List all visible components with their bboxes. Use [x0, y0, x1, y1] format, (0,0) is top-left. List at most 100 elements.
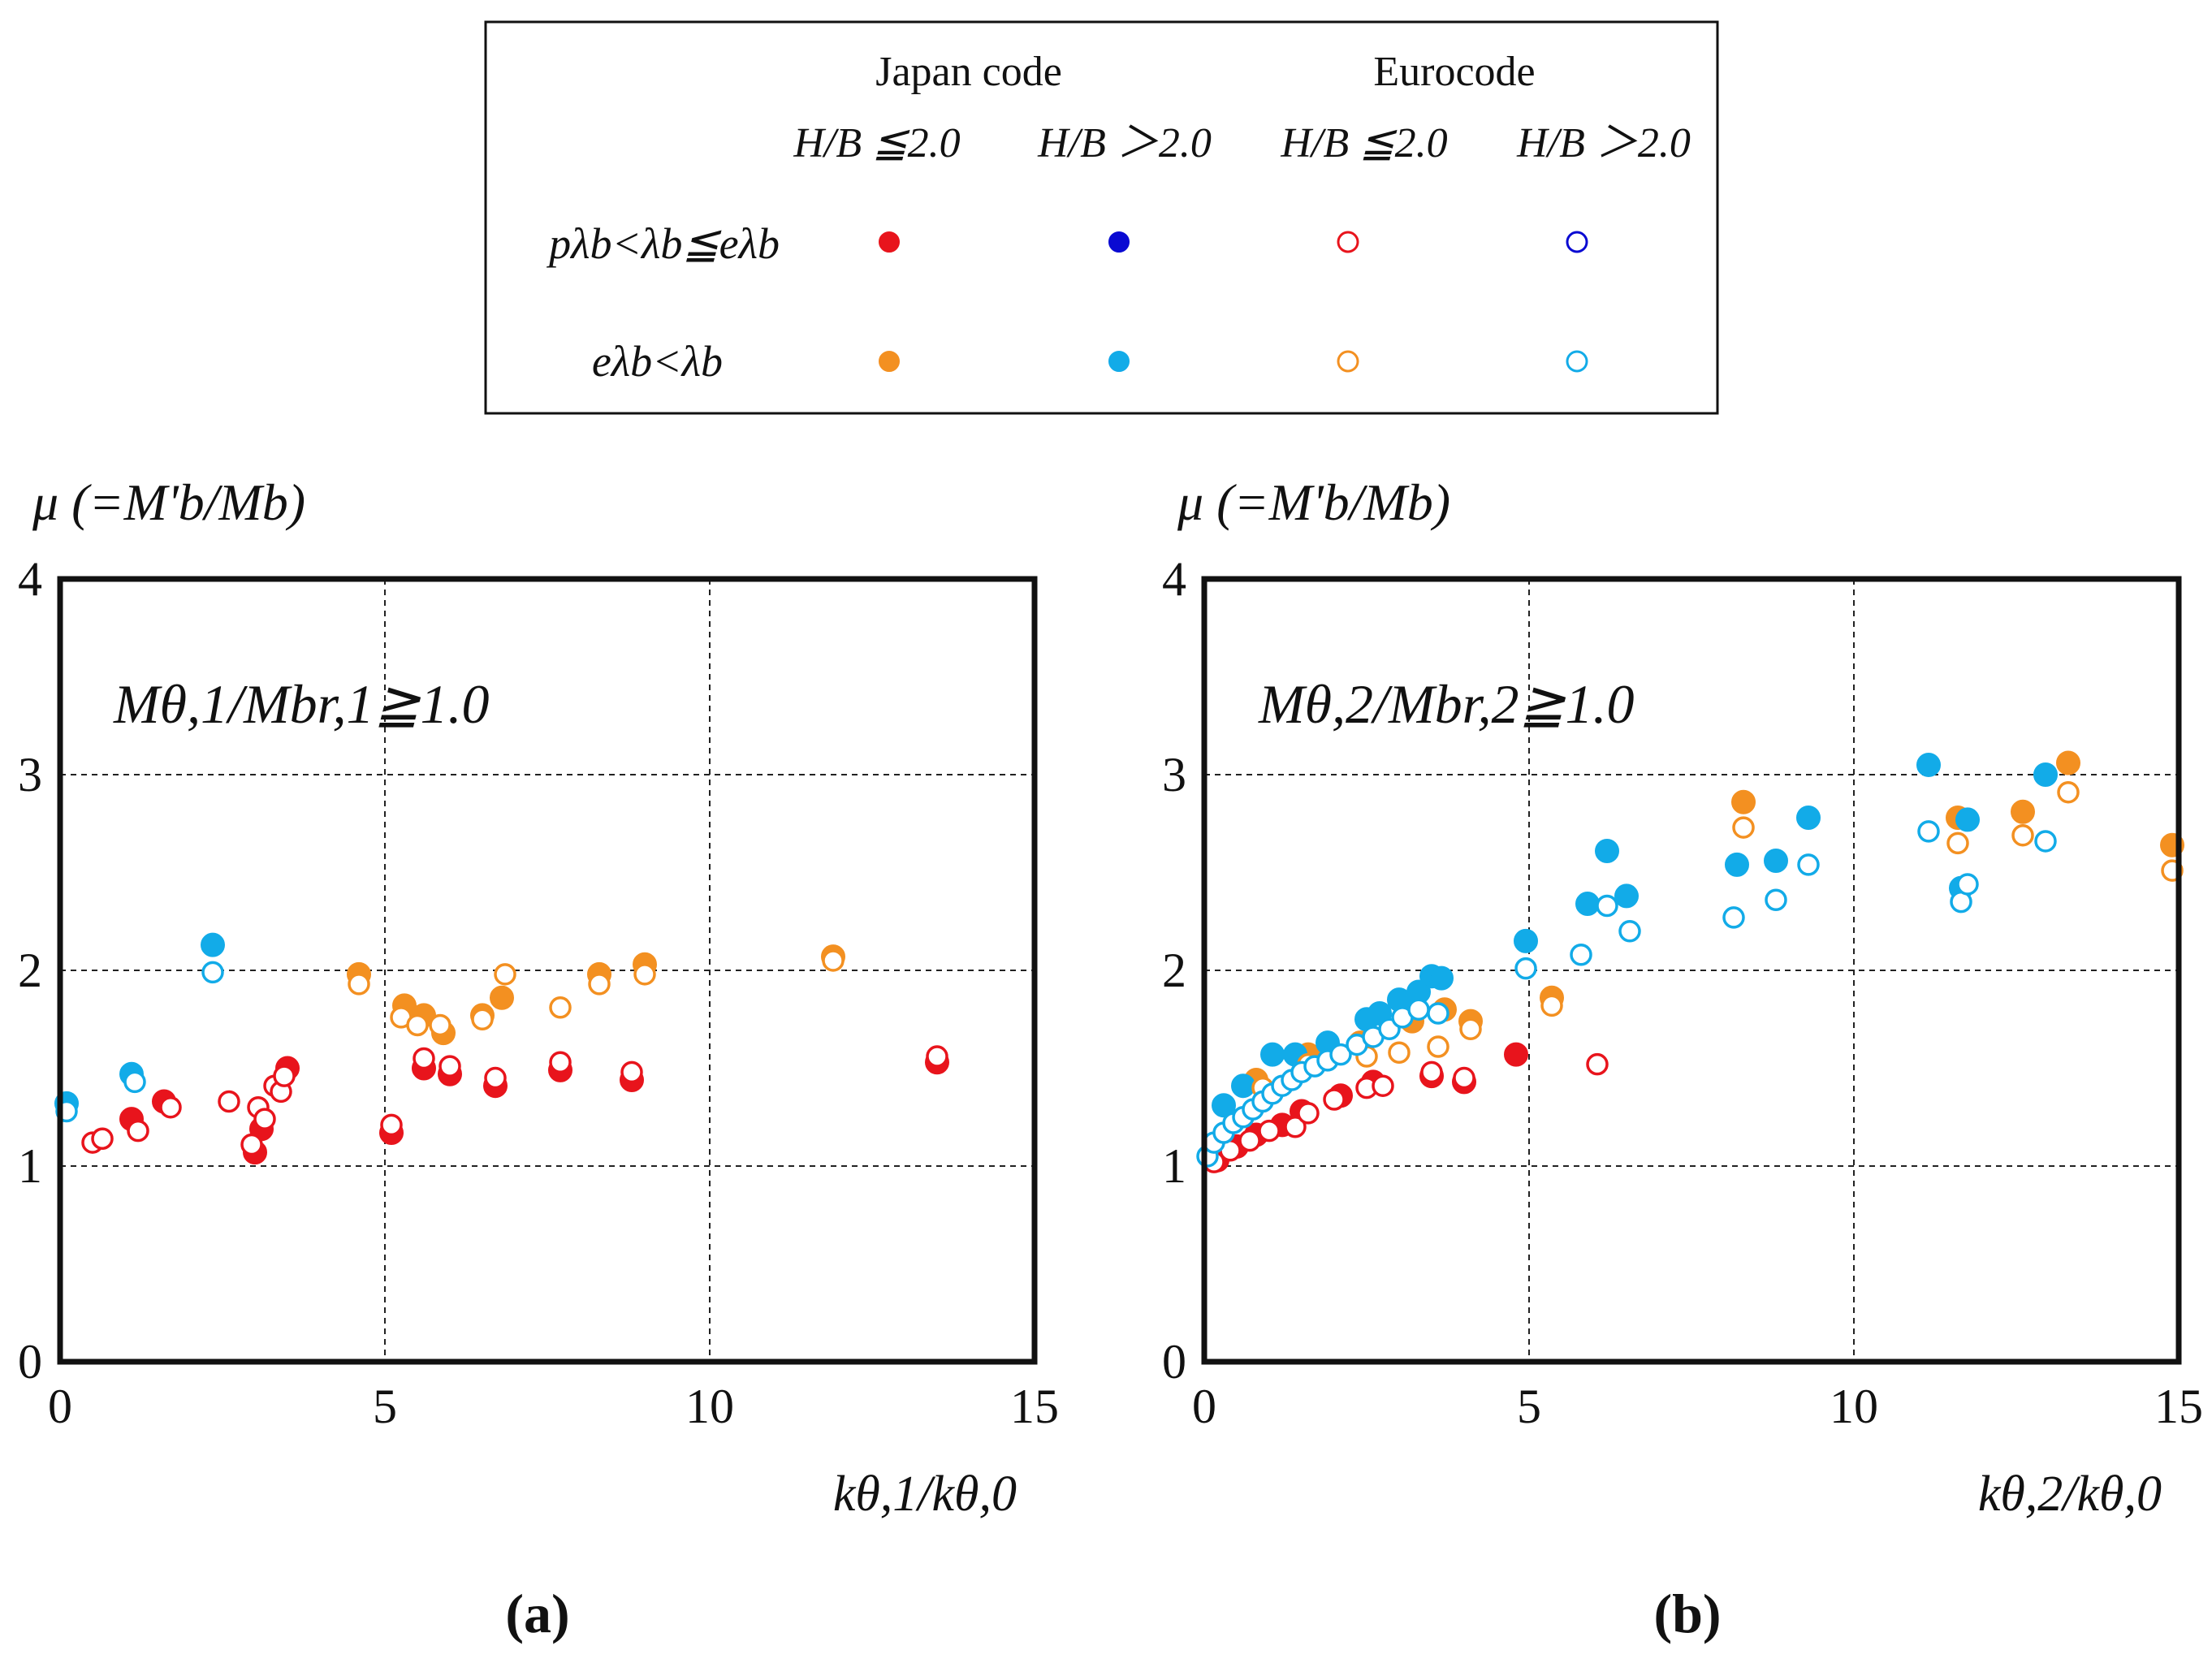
legend-marker — [879, 231, 900, 253]
data-point — [253, 1108, 276, 1130]
data-point — [159, 1095, 182, 1119]
y-tick-label: 3 — [1162, 748, 1186, 801]
data-point — [406, 1013, 429, 1037]
data-point — [1586, 1052, 1609, 1076]
data-point — [1731, 789, 1756, 814]
data-point — [549, 1051, 572, 1074]
panel-a-x-label: kθ,1/kθ,0 — [833, 1466, 1017, 1522]
legend-marker — [1108, 231, 1130, 253]
data-point — [1453, 1066, 1475, 1090]
y-tick-label: 2 — [1162, 944, 1186, 997]
legend-col-japan-gt: H/B ＞2.0 — [1037, 120, 1212, 166]
data-point — [822, 949, 845, 972]
data-point — [123, 1070, 146, 1094]
y-tick-label: 0 — [18, 1335, 42, 1389]
data-point — [1540, 994, 1563, 1017]
data-point — [240, 1133, 263, 1156]
data-point — [1575, 892, 1600, 917]
data-point — [494, 963, 516, 986]
panel-b-ticks: 0 5 10 15 0 1 2 3 4 — [1162, 552, 2203, 1433]
legend-markers — [879, 231, 1588, 373]
data-point — [1514, 957, 1537, 980]
panel-a-caption: (a) — [505, 1583, 569, 1644]
data-point — [1459, 1017, 1482, 1041]
legend-marker — [879, 351, 900, 372]
data-point — [1427, 1035, 1449, 1058]
data-point — [218, 1090, 240, 1113]
data-point — [1764, 849, 1788, 874]
legend-marker — [1108, 351, 1130, 372]
data-point — [1372, 1074, 1394, 1097]
y-tick-label: 1 — [1162, 1139, 1186, 1193]
legend-marker — [1566, 231, 1588, 253]
data-point — [633, 963, 656, 986]
data-point — [1797, 853, 1820, 876]
data-point — [490, 985, 514, 1010]
legend: Japan code Eurocode H/B ≦2.0 H/B ＞2.0 H/… — [484, 20, 1719, 415]
data-point — [1231, 1073, 1255, 1099]
legend-marker — [1566, 350, 1588, 373]
x-tick-label: 10 — [685, 1380, 734, 1433]
data-point — [1407, 998, 1430, 1021]
data-point — [1570, 943, 1592, 966]
x-tick-label: 10 — [1830, 1380, 1878, 1433]
y-tick-label: 1 — [18, 1139, 42, 1193]
panel-a-annotation: Mθ,1/Mbr,1≧1.0 — [113, 673, 490, 735]
data-point — [1329, 1043, 1352, 1066]
panel-a-y-label: μ (=M'b/Mb) — [32, 473, 305, 531]
data-point — [201, 932, 225, 957]
data-point — [1429, 965, 1454, 991]
data-point — [413, 1047, 435, 1070]
x-tick-label: 15 — [2154, 1380, 2203, 1433]
panel-a-frame — [57, 576, 1038, 1365]
data-point — [273, 1065, 296, 1087]
data-point — [1212, 1093, 1236, 1118]
data-point — [926, 1045, 948, 1068]
y-tick-label: 0 — [1162, 1335, 1186, 1389]
x-tick-label: 15 — [1010, 1380, 1059, 1433]
data-point — [1765, 888, 1787, 911]
legend-group-japan: Japan code — [875, 49, 1062, 95]
data-point — [1796, 806, 1821, 831]
chart-panel-b: μ (=M'b/Mb) 0 5 10 15 0 1 2 3 4 Mθ,2/Mbr,2≧1.0 k… — [1162, 473, 2203, 1644]
legend-row-1-label: pλb<λb≦eλb — [546, 219, 780, 268]
panel-a-points — [54, 932, 949, 1165]
data-point — [549, 996, 572, 1019]
data-point — [2056, 750, 2080, 775]
legend-col-japan-le: H/B ≦2.0 — [793, 120, 960, 166]
data-point — [1955, 807, 1980, 832]
data-point — [1323, 1088, 1346, 1111]
x-tick-label: 5 — [1517, 1380, 1541, 1433]
data-point — [1427, 1002, 1449, 1025]
data-point — [1238, 1129, 1261, 1152]
data-point — [1596, 894, 1618, 918]
x-tick-label: 0 — [48, 1380, 72, 1433]
data-point — [1514, 928, 1538, 953]
data-point — [348, 973, 370, 996]
legend-col-euro-le: H/B ≦2.0 — [1280, 120, 1447, 166]
data-point — [439, 1055, 461, 1078]
data-point — [1297, 1102, 1320, 1125]
legend-marker — [1337, 231, 1359, 253]
data-point — [91, 1127, 114, 1151]
data-point — [2057, 780, 2080, 804]
x-tick-label: 5 — [373, 1380, 397, 1433]
legend-group-eurocode: Eurocode — [1373, 49, 1535, 95]
data-point — [471, 1008, 494, 1030]
data-point — [1916, 752, 1941, 777]
panel-b-y-label: μ (=M'b/Mb) — [1177, 473, 1450, 531]
data-point — [1260, 1042, 1285, 1067]
data-point — [429, 1013, 451, 1037]
panel-a-ticks: 0 5 10 15 0 1 2 3 4 — [18, 552, 1059, 1433]
panel-b-x-label: kθ,2/kθ,0 — [1978, 1466, 2162, 1522]
data-point — [380, 1113, 403, 1137]
data-point — [2011, 799, 2035, 824]
legend-marker — [1337, 350, 1359, 373]
data-point — [1504, 1042, 1528, 1067]
panel-b-frame — [1201, 576, 2182, 1365]
y-tick-label: 4 — [1162, 552, 1186, 606]
data-point — [1420, 1060, 1443, 1084]
data-point — [588, 973, 611, 996]
data-point — [1614, 883, 1639, 909]
